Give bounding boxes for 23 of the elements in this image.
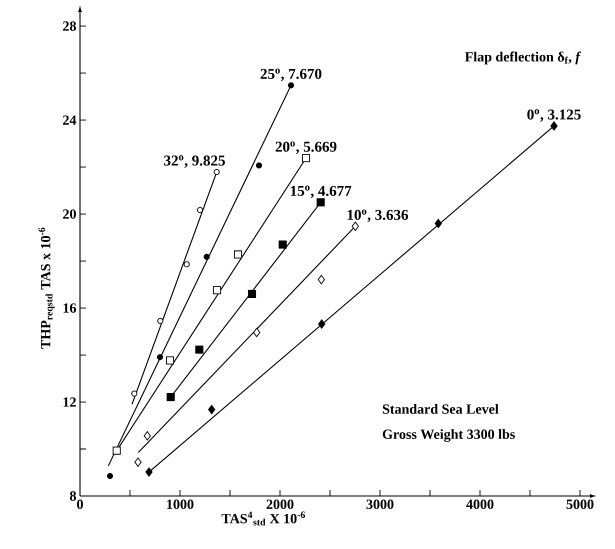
x-tick-label: 3000 xyxy=(366,500,394,509)
x-tick-label: 4000 xyxy=(466,500,494,509)
series-label: 25$^{o}$, 7.670 xyxy=(260,68,322,82)
y-tick-label: 8 xyxy=(70,491,76,501)
y-tick-label: 28 xyxy=(63,21,76,31)
x-tick-label: 1000 xyxy=(167,500,194,509)
y-tick-label: 24 xyxy=(63,115,76,125)
y-tick-label: 16 xyxy=(64,303,76,313)
series-label: 20$^{o}$, 5.669 xyxy=(276,141,336,154)
series-label: 10$^{o}$, 3.636 xyxy=(348,210,408,222)
series-label: 0$^{o}$, 3.125 xyxy=(527,109,581,122)
x-axis-title: TAS$^{4}$$_{std}$ X 10$^{-6}$ xyxy=(222,512,306,526)
x-tick-label: 5000 xyxy=(566,500,594,509)
y-axis-title: THP$_{reqstd}$ TAS x 10$^{-6}$ xyxy=(38,228,54,349)
annotation: Gross Weight 3300 lbs xyxy=(382,429,515,442)
series-label: 32$^{o}$, 9.825 xyxy=(164,155,225,168)
annotation: Standard Sea Level xyxy=(382,404,499,414)
series-label: 15$^{o}$, 4.677 xyxy=(290,186,352,198)
annotation: Flap deflection δ$_{f}$, f xyxy=(464,52,582,64)
y-tick-label: 12 xyxy=(64,397,76,407)
x-tick-label: 2000 xyxy=(266,500,294,509)
x-tick-label: 0 xyxy=(77,500,83,509)
y-tick-label: 20 xyxy=(63,209,76,219)
